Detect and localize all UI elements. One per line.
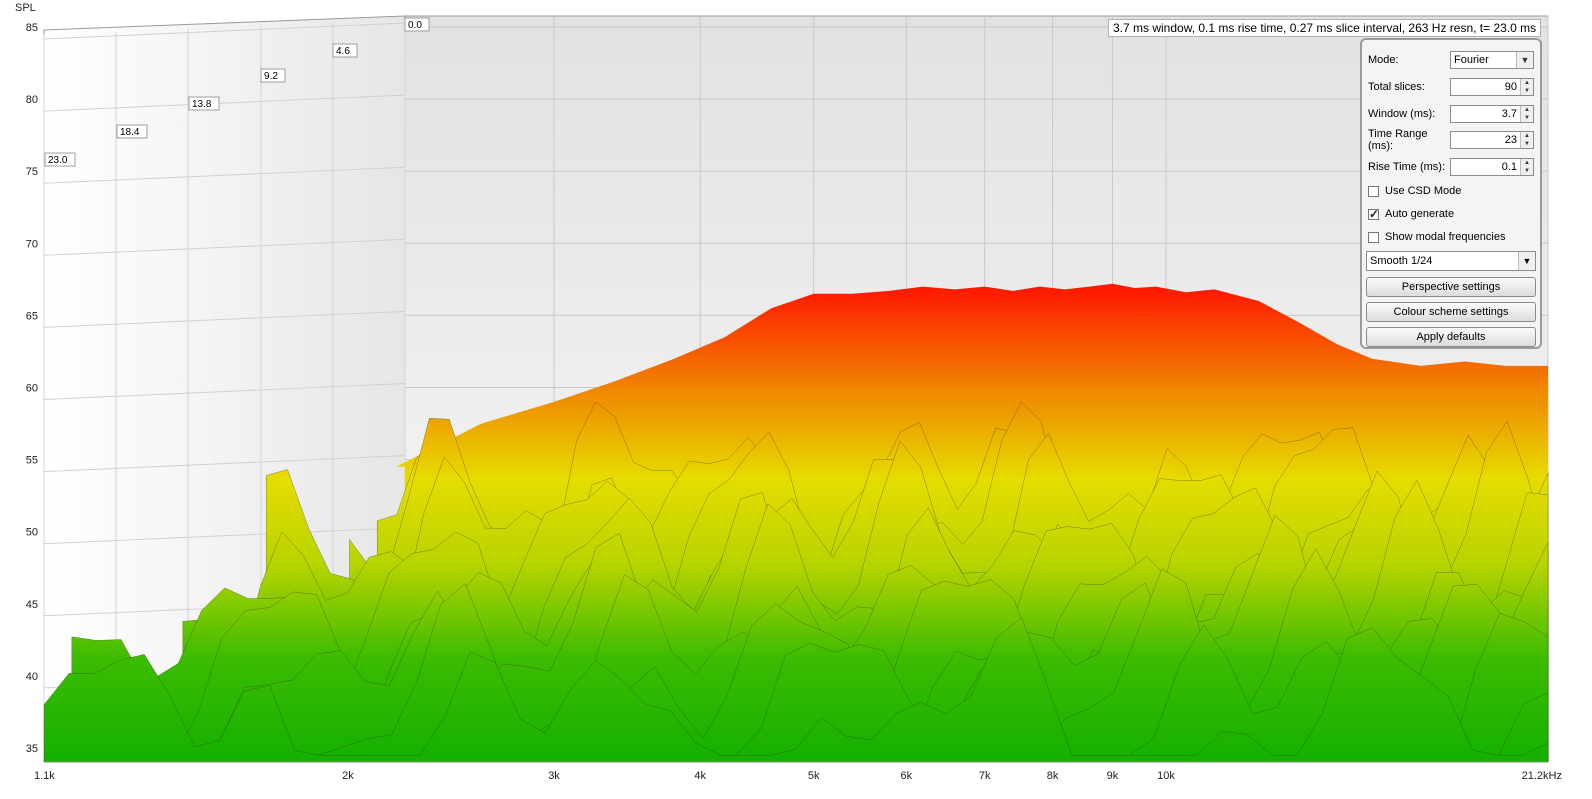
y-tick-label: 65	[26, 310, 38, 322]
y-tick-label: 75	[26, 166, 38, 178]
svg-text:23.0: 23.0	[48, 155, 68, 166]
time-label: 9.2	[260, 68, 286, 83]
time-label: 18.4	[116, 124, 148, 139]
mode-value: Fourier	[1454, 54, 1489, 66]
spin-down-icon[interactable]: ▼	[1524, 115, 1530, 121]
y-tick-label: 35	[26, 743, 38, 755]
mode-row: Mode: Fourier ▼	[1368, 50, 1534, 70]
y-axis-title: SPL	[15, 2, 36, 14]
y-tick-label: 85	[26, 22, 38, 34]
auto-generate-label[interactable]: Auto generate	[1385, 208, 1455, 220]
grid-line-side	[43, 383, 406, 400]
analysis-info-bar: 3.7 ms window, 0.1 ms rise time, 0.27 ms…	[1108, 19, 1542, 37]
auto-generate-row[interactable]: Auto generate	[1368, 204, 1534, 224]
window-row: Window (ms): 3.7 ▲ ▼	[1368, 104, 1534, 124]
total-slices-row: Total slices: 90 ▲ ▼	[1368, 77, 1534, 97]
use-csd-row[interactable]: Use CSD Mode	[1368, 181, 1534, 201]
total-slices-label: Total slices:	[1368, 81, 1425, 93]
waterfall-slices	[43, 401, 1549, 763]
rise-time-value[interactable]: 0.1	[1501, 161, 1517, 173]
waterfall-control-panel: Mode: Fourier ▼ Total slices: 90 ▲ ▼ Wind…	[1360, 38, 1542, 349]
chevron-down-icon[interactable]: ▼	[1518, 252, 1535, 270]
time-range-label: Time Range (ms):	[1368, 128, 1428, 152]
x-tick-label: 6k	[901, 770, 913, 782]
mode-select[interactable]: Fourier ▼	[1450, 51, 1534, 69]
x-tick-label: 21.2kHz	[1522, 770, 1562, 782]
rise-time-label: Rise Time (ms):	[1368, 161, 1445, 173]
apply-defaults-button[interactable]: Apply defaults	[1366, 327, 1536, 347]
chevron-down-icon[interactable]: ▼	[1516, 52, 1533, 68]
x-tick-label: 4k	[694, 770, 706, 782]
time-axis-labels: 23.0 18.4 13.8 9.2 4.6 0.0	[44, 17, 430, 167]
rise-time-spinner[interactable]: 0.1 ▲ ▼	[1450, 158, 1534, 176]
x-tick-label: 8k	[1047, 770, 1059, 782]
y-axis-ticks: 85 80 75 70 65 60 55 50 45 40 35	[26, 22, 38, 755]
time-label: 0.0	[404, 17, 430, 32]
x-axis-ticks: 1.1k 2k 3k 4k 5k 6k 7k 8k 9k 10k 21.2kHz	[34, 770, 1562, 782]
smoothing-value: Smooth 1/24	[1370, 255, 1433, 267]
y-tick-label: 70	[26, 238, 38, 250]
use-csd-label[interactable]: Use CSD Mode	[1385, 185, 1462, 197]
rise-time-row: Rise Time (ms): 0.1 ▲ ▼	[1368, 157, 1534, 177]
perspective-settings-button[interactable]: Perspective settings	[1366, 277, 1536, 297]
svg-text:13.8: 13.8	[192, 99, 212, 110]
total-slices-value[interactable]: 90	[1504, 81, 1517, 93]
time-label: 4.6	[332, 43, 358, 58]
svg-text:0.0: 0.0	[408, 20, 422, 31]
spin-down-icon[interactable]: ▼	[1524, 168, 1530, 174]
svg-text:9.2: 9.2	[264, 71, 278, 82]
x-tick-label: 1.1k	[34, 770, 55, 782]
total-slices-spinner[interactable]: 90 ▲ ▼	[1450, 78, 1534, 96]
grid-line-side	[43, 238, 406, 256]
y-tick-label: 55	[26, 455, 38, 467]
show-modal-checkbox[interactable]	[1368, 231, 1379, 243]
colour-scheme-settings-button[interactable]: Colour scheme settings	[1366, 302, 1536, 322]
x-tick-label: 10k	[1157, 770, 1175, 782]
use-csd-checkbox[interactable]	[1368, 185, 1379, 197]
decay-slice	[43, 616, 1549, 763]
window-value[interactable]: 3.7	[1501, 108, 1517, 120]
spin-down-icon[interactable]: ▼	[1524, 141, 1530, 147]
y-tick-label: 80	[26, 94, 38, 106]
x-tick-label: 5k	[808, 770, 820, 782]
window-spinner[interactable]: 3.7 ▲ ▼	[1450, 105, 1534, 123]
grid-line-side	[43, 310, 406, 328]
spin-up-icon[interactable]: ▲	[1524, 80, 1530, 86]
window-label: Window (ms):	[1368, 108, 1436, 120]
time-range-row: Time Range (ms): 23 ▲ ▼	[1368, 128, 1534, 152]
y-tick-label: 60	[26, 383, 38, 395]
x-tick-label: 7k	[979, 770, 991, 782]
y-tick-label: 45	[26, 599, 38, 611]
y-tick-label: 50	[26, 527, 38, 539]
x-tick-label: 3k	[548, 770, 560, 782]
spin-down-icon[interactable]: ▼	[1524, 88, 1530, 94]
grid-line-side	[43, 455, 406, 473]
grid-line-side	[43, 22, 406, 40]
time-label: 23.0	[44, 152, 76, 167]
spin-up-icon[interactable]: ▲	[1524, 133, 1530, 139]
time-range-value[interactable]: 23	[1504, 134, 1517, 146]
show-modal-label[interactable]: Show modal frequencies	[1385, 231, 1506, 243]
time-range-spinner[interactable]: 23 ▲ ▼	[1450, 131, 1534, 149]
auto-generate-checkbox[interactable]	[1368, 207, 1379, 221]
x-tick-label: 2k	[342, 770, 354, 782]
grid-line-side	[43, 527, 406, 545]
time-label: 13.8	[188, 96, 220, 111]
mode-label: Mode:	[1368, 54, 1399, 66]
svg-text:4.6: 4.6	[336, 46, 350, 57]
show-modal-row[interactable]: Show modal frequencies	[1368, 227, 1534, 247]
smoothing-select[interactable]: Smooth 1/24 ▼	[1366, 251, 1536, 271]
y-tick-label: 40	[26, 671, 38, 683]
svg-text:18.4: 18.4	[120, 127, 140, 138]
x-tick-label: 9k	[1107, 770, 1119, 782]
grid-line-side	[43, 166, 406, 184]
grid-line-side	[43, 94, 406, 112]
spin-up-icon[interactable]: ▲	[1524, 160, 1530, 166]
spin-up-icon[interactable]: ▲	[1524, 107, 1530, 113]
